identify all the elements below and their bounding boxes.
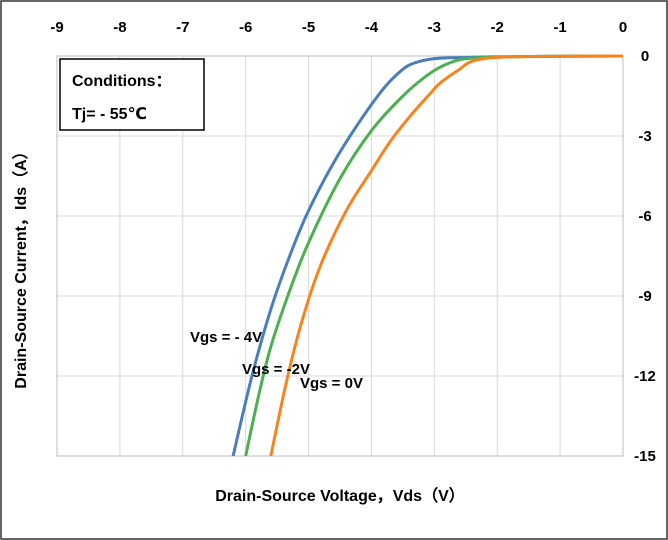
y-axis-label: Drain-Source Current，Ids（A） bbox=[12, 143, 30, 388]
series-lines bbox=[231, 54, 624, 457]
x-tick-label: -1 bbox=[553, 19, 566, 36]
plot-area-border bbox=[56, 55, 624, 457]
x-axis-label: Drain-Source Voltage，Vds（V） bbox=[215, 487, 465, 505]
x-tick-label: -2 bbox=[491, 19, 504, 36]
y-tick-label: -3 bbox=[638, 128, 651, 145]
series-line-2 bbox=[269, 54, 624, 457]
series-label-vgs-neg2: Vgs = -2V bbox=[242, 361, 310, 378]
y-tick-labels: 0 -3 -6 -9 -12 -15 bbox=[634, 48, 656, 465]
series-label-vgs-neg4: Vgs = - 4V bbox=[190, 329, 262, 346]
x-tick-label: -5 bbox=[302, 19, 315, 36]
x-tick-label: -9 bbox=[50, 19, 63, 36]
y-tick-label: 0 bbox=[641, 48, 649, 65]
y-tick-label: -6 bbox=[638, 208, 651, 225]
x-tick-label: -8 bbox=[113, 19, 126, 36]
series-label-vgs-0: Vgs = 0V bbox=[300, 375, 363, 392]
y-tick-label: -15 bbox=[634, 448, 656, 465]
conditions-temperature: Tj= - 55℃ bbox=[72, 106, 147, 123]
x-tick-labels: -9 -8 -7 -6 -5 -4 -3 -2 -1 0 bbox=[50, 19, 627, 36]
y-tick-label: -9 bbox=[638, 288, 651, 305]
x-tick-label: -6 bbox=[239, 19, 252, 36]
x-tick-label: -7 bbox=[176, 19, 189, 36]
conditions-box: Conditions： Tj= - 55℃ bbox=[59, 58, 205, 131]
x-tick-label: -4 bbox=[365, 19, 379, 36]
y-tick-label: -12 bbox=[634, 368, 656, 385]
x-tick-label: -3 bbox=[428, 19, 441, 36]
x-tick-label: 0 bbox=[619, 19, 627, 36]
conditions-title: Conditions： bbox=[72, 73, 172, 90]
